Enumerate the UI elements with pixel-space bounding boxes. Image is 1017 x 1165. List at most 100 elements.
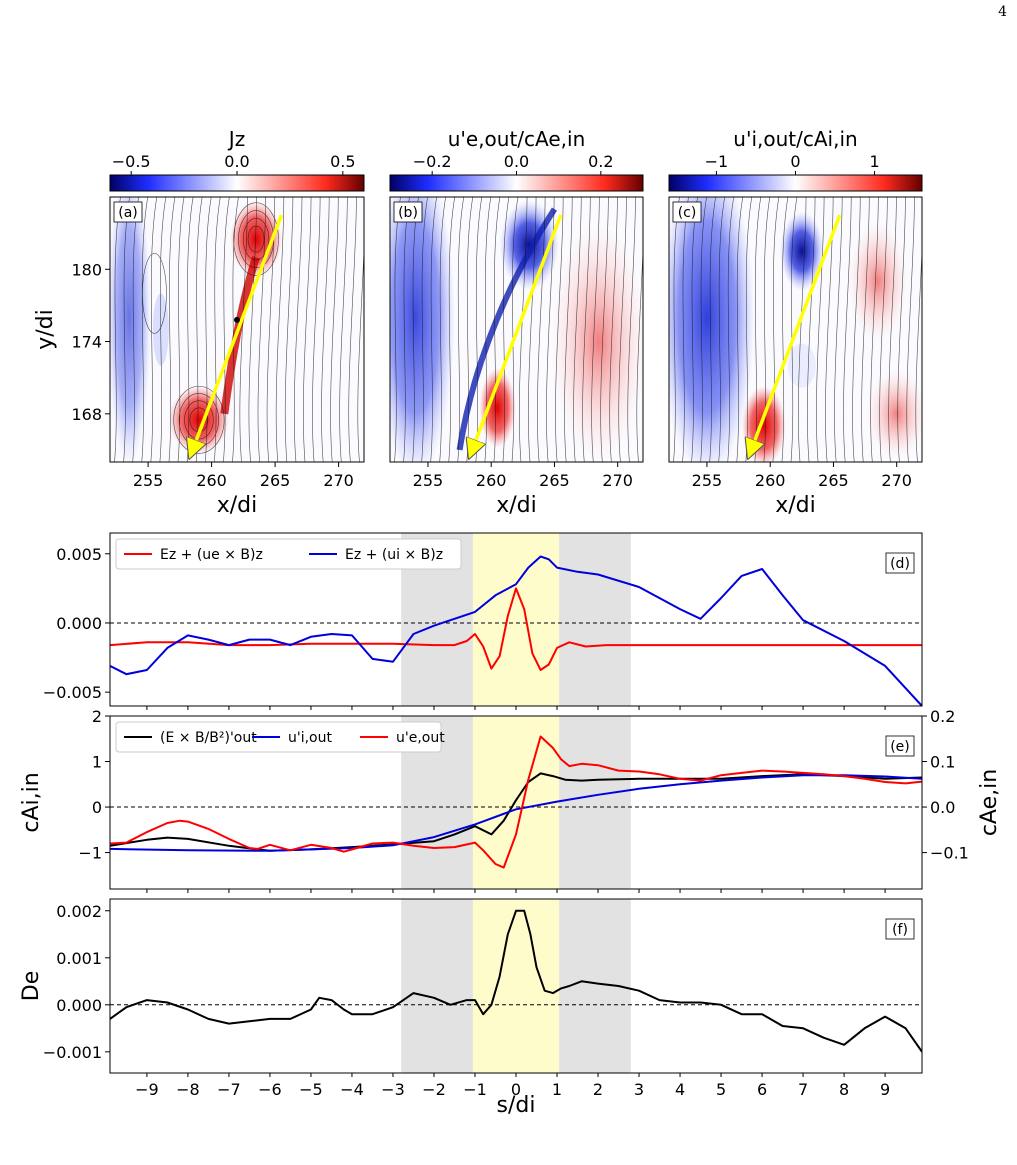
panel-label-text: (a): [118, 205, 138, 221]
x-axis-label: x/di: [496, 493, 537, 518]
y-tick-label: −1: [78, 844, 102, 863]
x-tick-label: 265: [260, 471, 291, 490]
x-tick-label: 7: [798, 1080, 808, 1099]
panel-label: (f): [885, 918, 915, 940]
y-axis-label: cAi,in: [19, 772, 44, 832]
x-axis-label: x/di: [775, 493, 816, 518]
x-tick-label: −1: [463, 1080, 487, 1099]
colorbar-label: u'i,out/cAi,in: [733, 127, 857, 151]
x-tick-label: 9: [880, 1080, 890, 1099]
x-tick-label: −6: [258, 1080, 282, 1099]
y-tick-label-right: −0.1: [930, 844, 969, 863]
legend: (E × B/B²)'out u'i,out u'e,out: [115, 721, 445, 753]
x-tick-label: 260: [755, 471, 786, 490]
colorbar-tick-label: 0.2: [588, 152, 613, 171]
x-tick-label: −8: [176, 1080, 200, 1099]
series-line-u-e-out: [110, 735, 922, 869]
panel-frame: [109, 196, 365, 463]
legend-entry-label: Ez + (ue × B)z: [160, 547, 263, 563]
yellow-band: [472, 716, 560, 889]
heatmap-c: [669, 197, 922, 462]
x-tick-label: −2: [422, 1080, 446, 1099]
y-tick-label: 0.002: [56, 902, 102, 921]
cut-arrow: [751, 214, 842, 450]
colorbar-tick-label: 1: [869, 152, 879, 171]
panel-label-text: (c): [678, 205, 697, 221]
x-tick-label: 270: [602, 471, 633, 490]
cut-arrow: [193, 214, 284, 450]
heatmap-a: [110, 197, 364, 462]
colorbar-b: [389, 174, 644, 192]
x-tick-label: 270: [881, 471, 912, 490]
field-lines-c: [673, 197, 922, 462]
y-tick-label-right: 0.0: [930, 798, 955, 817]
y-tick-label: 168: [71, 405, 102, 424]
y-tick-label: 180: [71, 260, 102, 279]
x-tick-label: 260: [196, 471, 227, 490]
x-tick-label: 8: [839, 1080, 849, 1099]
x-tick-label: −7: [217, 1080, 241, 1099]
x-tick-label: 4: [675, 1080, 685, 1099]
x-tick-label: 265: [818, 471, 849, 490]
colorbar-label: u'e,out/cAe,in: [448, 127, 586, 151]
series-group: [110, 555, 922, 706]
colorbar-tick-label: 0.0: [504, 152, 529, 171]
x-point-marker: [234, 316, 240, 323]
legend-entry-label: u'i,out: [288, 730, 333, 746]
colorbar-a: [109, 174, 365, 192]
colorbar-tick-label: 0.0: [224, 152, 249, 171]
x-tick-label: 3: [634, 1080, 644, 1099]
field-lines-b: [394, 197, 643, 462]
legend-box: [115, 538, 462, 570]
panel-f: −0.001 0.000 0.001 0.002 De −9 −8 −7 −6 −5 −4 −3 −2−…: [19, 898, 923, 1118]
panel-label-text: (e): [890, 739, 910, 755]
x-tick-label: 0: [511, 1080, 521, 1099]
panel-label: (d): [885, 552, 915, 574]
y-tick-label: 0.000: [56, 614, 102, 633]
yellow-band: [472, 899, 560, 1073]
x-tick-label: 255: [133, 471, 164, 490]
x-tick-label: −9: [135, 1080, 159, 1099]
legend-entry-label: Ez + (ui × B)z: [345, 547, 443, 563]
legend-entry-label: u'e,out: [396, 730, 445, 746]
y-tick-label-right: 0.2: [930, 707, 955, 726]
x-tick-label: 2: [593, 1080, 603, 1099]
page-number: 4: [998, 4, 1007, 20]
x-tick-label: 255: [413, 471, 444, 490]
y-tick-label: −0.001: [43, 1043, 102, 1062]
series-line-ez-ui-b-z: [110, 555, 922, 706]
y-tick-label: 0.000: [56, 996, 102, 1015]
panel-frame: [389, 196, 644, 463]
panel-b: −0.2 0.0 0.2u'e,out/cAe,in (b) 255 260 265 270 x…: [389, 127, 644, 518]
colorbar-tick-label: −0.2: [413, 152, 452, 171]
x-tick-label: −5: [299, 1080, 323, 1099]
panel-label: (e): [885, 735, 915, 757]
colorbar-tick-label: 0: [790, 152, 800, 171]
x-axis-label: x/di: [217, 493, 258, 518]
y-axis-label: De: [19, 971, 44, 1001]
x-tick-label: −4: [340, 1080, 364, 1099]
panel-label-text: (b): [398, 205, 418, 221]
x-axis-label: s/di: [497, 1093, 536, 1118]
colorbar-label: Jz: [227, 127, 245, 151]
x-tick-label: 270: [323, 471, 354, 490]
heatmap-b: [390, 197, 643, 462]
series-group: [110, 909, 922, 1053]
x-tick-label: 265: [539, 471, 570, 490]
y-tick-label-right: 0.1: [930, 753, 955, 772]
yellow-band: [472, 533, 560, 706]
legend-entry-label: (E × B/B²)'out: [160, 730, 257, 746]
legend: Ez + (ue × B)z Ez + (ui × B)z: [115, 538, 462, 570]
y-tick-label: 2: [92, 707, 102, 726]
colorbar-tick-label: 0.5: [330, 152, 355, 171]
panel-e: −1 0 1 2 −0.1 0.0 0.1 0.2 cAe,in cAi,in (e) (E × B/…: [19, 707, 1002, 893]
x-tick-label: 6: [757, 1080, 767, 1099]
series-group: [110, 735, 922, 869]
y-axis-label-right: cAe,in: [977, 769, 1002, 836]
colorbar-tick-label: −1: [705, 152, 729, 171]
colorbar-c: [668, 174, 923, 192]
y-tick-label: 0: [92, 798, 102, 817]
series-line-de: [110, 909, 922, 1053]
